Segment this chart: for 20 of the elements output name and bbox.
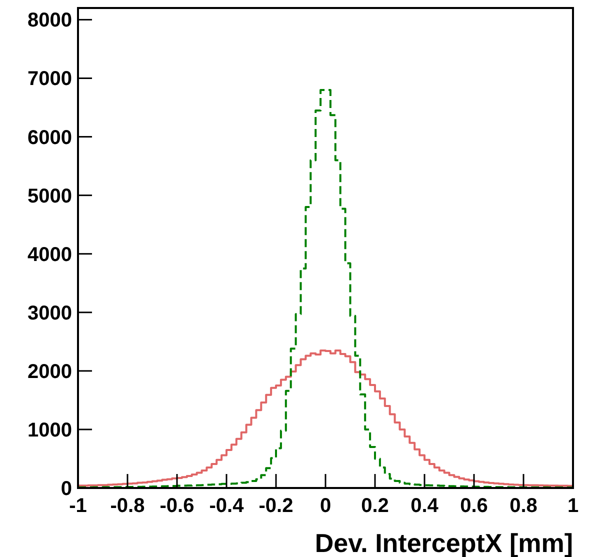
y-tick-label: 5000 xyxy=(28,185,72,208)
x-tick-label: -0.2 xyxy=(258,495,294,517)
x-tick-label: -0.8 xyxy=(110,495,145,517)
x-tick-label: 0.4 xyxy=(410,495,440,517)
y-tick-label: 2000 xyxy=(28,360,72,383)
y-tick-label: 4000 xyxy=(28,244,72,266)
x-tick-label: -0.6 xyxy=(160,495,194,517)
y-tick-label: 7000 xyxy=(28,68,72,90)
y-tick-label: 0 xyxy=(60,478,72,500)
x-tick-label: 0 xyxy=(320,495,332,517)
y-tick-label: 8000 xyxy=(28,10,72,32)
x-tick-label: 0.2 xyxy=(361,495,389,517)
y-tick-label: 3000 xyxy=(28,302,72,324)
y-tick-label: 6000 xyxy=(28,126,72,149)
x-tick-label: -1 xyxy=(69,495,87,517)
x-tick-label: 0.6 xyxy=(460,495,488,517)
x-tick-label: 1 xyxy=(567,495,579,517)
y-tick-label: 1000 xyxy=(28,419,72,442)
x-tick-label: 0.8 xyxy=(510,495,538,517)
x-tick-label: -0.4 xyxy=(209,495,245,517)
